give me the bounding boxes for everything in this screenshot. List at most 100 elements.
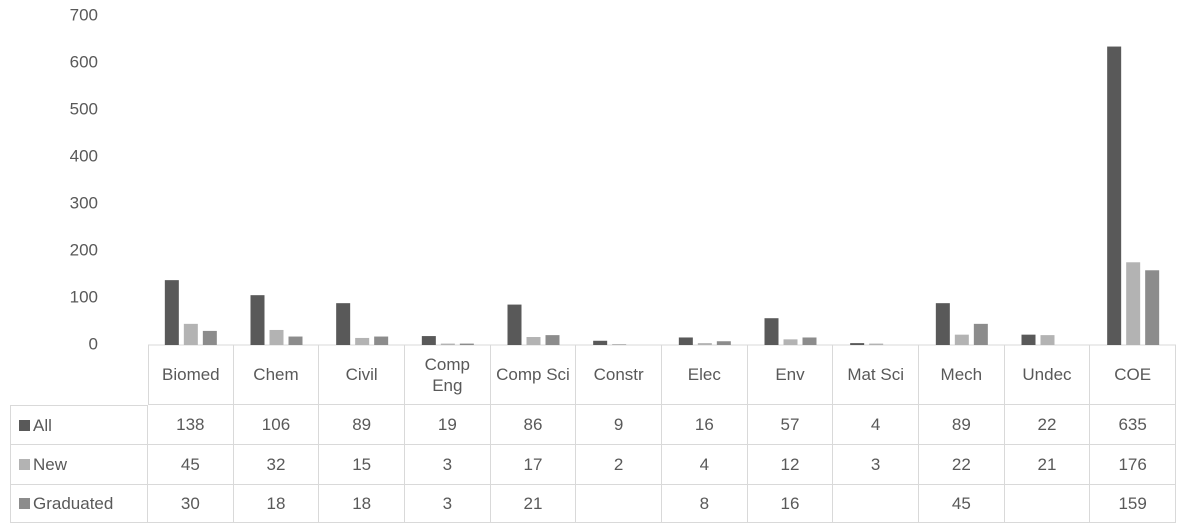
table-value: 159	[1090, 485, 1176, 523]
table-value: 3	[405, 485, 491, 523]
table-value: 18	[233, 485, 320, 523]
bar	[1107, 46, 1122, 346]
category-label: Constr	[576, 345, 662, 405]
table-value: 89	[919, 405, 1005, 445]
bar	[545, 335, 560, 345]
bar	[716, 341, 731, 345]
category-label: Mat Sci	[833, 345, 919, 405]
category-label: Undec	[1004, 345, 1091, 405]
table-value: 45	[919, 485, 1005, 523]
table-value: 32	[233, 445, 320, 485]
bar	[1040, 335, 1055, 345]
table-value: 17	[490, 445, 577, 485]
table-empty	[833, 485, 919, 523]
category-label: COE	[1090, 345, 1176, 405]
bar	[269, 329, 284, 345]
table-value: 16	[747, 485, 834, 523]
y-tick-label: 700	[70, 5, 98, 24]
legend-swatch	[19, 419, 30, 431]
table-value: 635	[1090, 405, 1176, 445]
bar	[1021, 334, 1036, 345]
bar	[507, 304, 522, 345]
bar	[526, 337, 541, 345]
bar	[935, 303, 950, 345]
bar	[440, 343, 455, 345]
bar	[954, 334, 969, 345]
legend-row: New	[10, 445, 148, 485]
table-value: 16	[662, 405, 748, 445]
bar	[593, 340, 608, 345]
legend-label: All	[33, 415, 52, 435]
table-value: 176	[1090, 445, 1176, 485]
bar	[612, 344, 627, 345]
table-value: 86	[490, 405, 577, 445]
bar	[850, 343, 865, 345]
y-tick-label: 0	[89, 334, 98, 353]
table-value: 57	[747, 405, 834, 445]
table-empty	[1004, 485, 1091, 523]
table-value: 22	[919, 445, 1005, 485]
y-tick-label: 400	[70, 146, 98, 165]
table-value: 19	[405, 405, 491, 445]
bar	[764, 318, 779, 345]
category-label: Civil	[319, 345, 405, 405]
bar	[1145, 270, 1160, 345]
bar	[250, 295, 265, 345]
table-value: 21	[490, 485, 577, 523]
table-value: 2	[576, 445, 662, 485]
legend-label: New	[33, 455, 68, 474]
bar	[202, 330, 217, 345]
bar	[678, 337, 693, 345]
table-empty	[576, 485, 662, 523]
table-value: 106	[233, 405, 320, 445]
y-tick-label: 600	[70, 52, 98, 71]
bar	[973, 323, 988, 345]
table-value: 3	[405, 445, 491, 485]
bar	[697, 343, 712, 345]
bar	[783, 339, 798, 345]
bar	[1126, 262, 1141, 345]
category-label: Env	[747, 345, 834, 405]
table-value: 138	[148, 405, 234, 445]
table-value: 9	[576, 405, 662, 445]
bar	[459, 343, 474, 345]
bar	[183, 323, 198, 345]
legend-swatch	[19, 498, 30, 509]
bar	[374, 336, 389, 345]
table-value: 8	[662, 485, 748, 523]
table-value: 30	[148, 485, 234, 523]
legend-row: All	[10, 405, 148, 445]
category-label: Chem	[233, 345, 320, 405]
bar	[421, 336, 436, 345]
bar	[355, 337, 370, 345]
y-tick-label: 500	[70, 99, 98, 118]
table-value: 15	[319, 445, 405, 485]
category-label: Comp Eng	[405, 345, 491, 405]
bar	[336, 303, 351, 345]
legend-label: Graduated	[33, 494, 114, 513]
bar	[288, 336, 303, 345]
legend-row: Graduated	[10, 485, 148, 523]
table-value: 12	[747, 445, 834, 485]
legend-swatch	[19, 459, 30, 470]
category-label: Comp Sci	[490, 345, 577, 405]
y-tick-label: 200	[70, 240, 98, 259]
table-value: 18	[319, 485, 405, 523]
table-value: 3	[833, 445, 919, 485]
category-label: Biomed	[148, 345, 234, 405]
category-label: Mech	[919, 345, 1005, 405]
y-tick-label: 300	[70, 193, 98, 212]
table-value: 45	[148, 445, 234, 485]
table-value: 21	[1004, 445, 1091, 485]
table-value: 4	[662, 445, 748, 485]
bar	[164, 280, 179, 345]
category-label: Elec	[662, 345, 748, 405]
table-value: 89	[319, 405, 405, 445]
y-tick-label: 100	[70, 287, 98, 306]
bar	[869, 343, 884, 345]
table-value: 22	[1004, 405, 1091, 445]
bar	[802, 337, 817, 345]
table-value: 4	[833, 405, 919, 445]
